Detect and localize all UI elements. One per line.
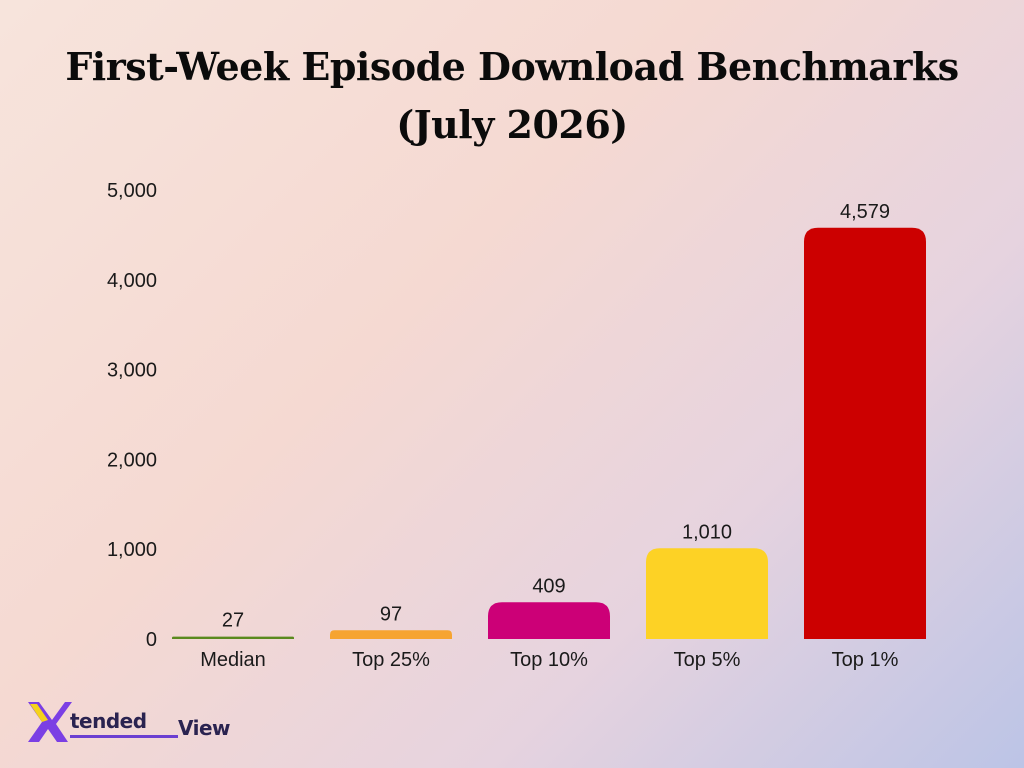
bar-value-label: 27 bbox=[222, 610, 244, 632]
y-tick-label: 5,000 bbox=[107, 180, 157, 202]
bar-value-label: 97 bbox=[380, 603, 402, 625]
bar bbox=[804, 227, 926, 640]
bar bbox=[330, 630, 452, 639]
bar-value-label: 4,579 bbox=[840, 201, 890, 223]
x-category-label: Top 5% bbox=[674, 649, 741, 671]
y-tick-label: 1,000 bbox=[107, 539, 157, 561]
chart-title-line-2: (July 2026) bbox=[396, 102, 628, 147]
logo-text-tended: tended bbox=[70, 709, 147, 733]
logo-underline bbox=[70, 735, 178, 738]
y-tick-label: 0 bbox=[146, 629, 157, 651]
chart-title: First-Week Episode Download Benchmarks (… bbox=[0, 38, 1024, 154]
x-category-label: Top 25% bbox=[352, 649, 430, 671]
bar-value-label: 409 bbox=[532, 575, 565, 597]
bar bbox=[488, 602, 610, 639]
y-tick-label: 3,000 bbox=[107, 360, 157, 382]
y-tick-label: 4,000 bbox=[107, 270, 157, 292]
x-category-label: Top 10% bbox=[510, 649, 588, 671]
y-tick-label: 2,000 bbox=[107, 449, 157, 471]
logo-x-mark bbox=[28, 702, 72, 742]
logo-text-view: View bbox=[178, 716, 231, 740]
bar bbox=[646, 548, 768, 639]
x-category-label: Median bbox=[200, 649, 266, 671]
x-category-label: Top 1% bbox=[832, 649, 899, 671]
bar-value-label: 1,010 bbox=[682, 521, 732, 543]
bar bbox=[172, 636, 294, 639]
chart-title-line-1: First-Week Episode Download Benchmarks bbox=[65, 44, 959, 89]
